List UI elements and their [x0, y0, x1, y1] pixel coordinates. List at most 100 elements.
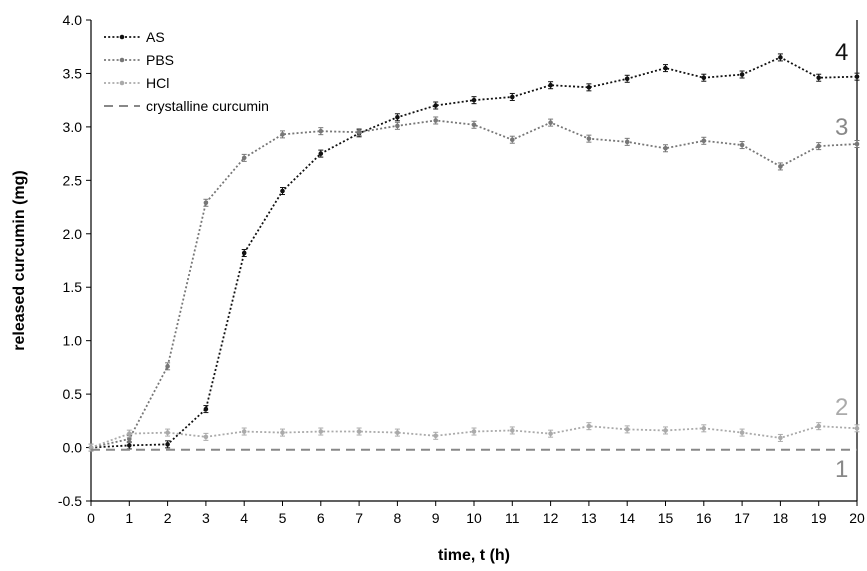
data-point: [433, 103, 439, 108]
data-point: [624, 427, 630, 432]
y-tick-label: 4.0: [63, 12, 83, 28]
data-point: [241, 250, 247, 256]
data-point: [663, 428, 668, 433]
data-point: [510, 94, 515, 100]
data-point: [778, 435, 783, 441]
data-point: [816, 423, 821, 429]
data-point: [548, 120, 553, 125]
x-tick-label: 3: [202, 510, 210, 526]
series-pbs: [88, 116, 860, 452]
x-tick-label: 0: [87, 510, 95, 526]
x-tick-label: 16: [696, 510, 712, 526]
data-point: [624, 76, 630, 82]
data-point: [433, 433, 439, 439]
data-point: [586, 136, 592, 141]
curve-label: 1: [835, 456, 848, 483]
y-tick-label: 1.0: [63, 333, 83, 349]
data-point: [241, 155, 247, 161]
y-tick-label: 2.5: [63, 172, 83, 188]
data-point: [318, 151, 324, 156]
data-point: [510, 428, 515, 433]
curve-labels: 4 3 2 1: [835, 39, 848, 483]
legend-label: AS: [146, 29, 165, 45]
x-tick-label: 4: [240, 510, 248, 526]
data-point: [778, 164, 783, 169]
y-tick-label: -0.5: [58, 493, 82, 509]
data-point: [701, 75, 707, 81]
data-point: [471, 97, 477, 103]
y-tick-label: 3.0: [63, 119, 83, 135]
legend-label: crystalline curcumin: [146, 98, 269, 114]
x-tick-label: 18: [773, 510, 789, 526]
curve-label: 3: [835, 114, 848, 141]
data-point: [165, 364, 170, 369]
data-point: [241, 429, 247, 434]
data-point: [395, 123, 400, 129]
data-point: [548, 431, 553, 436]
data-point: [318, 128, 324, 134]
data-point: [471, 122, 477, 128]
y-tick-label: 0.0: [63, 440, 83, 456]
x-axis-title: time, t (h): [438, 547, 510, 564]
series-hcl: [88, 422, 860, 452]
data-point: [854, 141, 860, 147]
legend-marker: [119, 57, 125, 63]
x-tick-label: 12: [543, 510, 559, 526]
data-point: [165, 430, 170, 435]
data-point: [280, 188, 285, 194]
x-tick-label: 5: [279, 510, 287, 526]
legend-marker: [119, 34, 125, 40]
y-tick-label: 0.5: [63, 386, 83, 402]
series-layer: [88, 53, 860, 452]
data-point: [586, 85, 592, 90]
x-tick-label: 13: [581, 510, 597, 526]
curve-label: 2: [835, 394, 848, 421]
data-point: [739, 430, 745, 435]
data-point: [586, 423, 592, 429]
data-point: [203, 200, 209, 206]
curve-label: 4: [835, 39, 848, 66]
data-point: [854, 74, 860, 79]
data-point: [356, 429, 362, 434]
data-point: [701, 426, 707, 431]
data-point: [165, 442, 170, 447]
data-point: [127, 431, 132, 436]
x-tick-label: 1: [125, 510, 133, 526]
data-point: [471, 429, 477, 434]
data-point: [280, 132, 285, 137]
data-point: [127, 436, 132, 442]
data-point: [701, 138, 707, 144]
axes: -0.50.00.51.01.52.02.53.03.54.00 1 2 3 4 5 6 7 8…: [58, 12, 865, 526]
legend: AS PBS HCl crystalline curcumin: [104, 29, 269, 114]
data-point: [356, 129, 362, 135]
data-point: [663, 145, 668, 151]
data-point: [433, 118, 439, 123]
x-tick-label: 11: [505, 510, 520, 526]
data-point: [663, 65, 668, 71]
legend-label: PBS: [146, 52, 174, 68]
x-tick-label: 17: [734, 510, 750, 526]
data-point: [778, 55, 783, 60]
data-point: [127, 443, 132, 448]
data-point: [854, 426, 860, 431]
data-point: [739, 142, 745, 148]
x-tick-label: 9: [432, 510, 440, 526]
legend-label: HCl: [146, 75, 169, 91]
data-point: [816, 75, 821, 81]
series-line: [90, 119, 858, 449]
y-axis-title: released curcumin (mg): [11, 170, 28, 351]
x-tick-label: 15: [658, 510, 674, 526]
data-point: [510, 137, 515, 143]
x-tick-label: 8: [394, 510, 402, 526]
data-point: [739, 72, 745, 77]
y-tick-label: 2.0: [63, 226, 83, 242]
y-tick-label: 1.5: [63, 279, 83, 295]
data-point: [624, 139, 630, 145]
data-point: [816, 143, 821, 149]
data-point: [395, 114, 400, 120]
data-point: [318, 429, 324, 434]
data-point: [203, 406, 209, 412]
data-point: [280, 430, 285, 435]
x-tick-label: 19: [811, 510, 827, 526]
